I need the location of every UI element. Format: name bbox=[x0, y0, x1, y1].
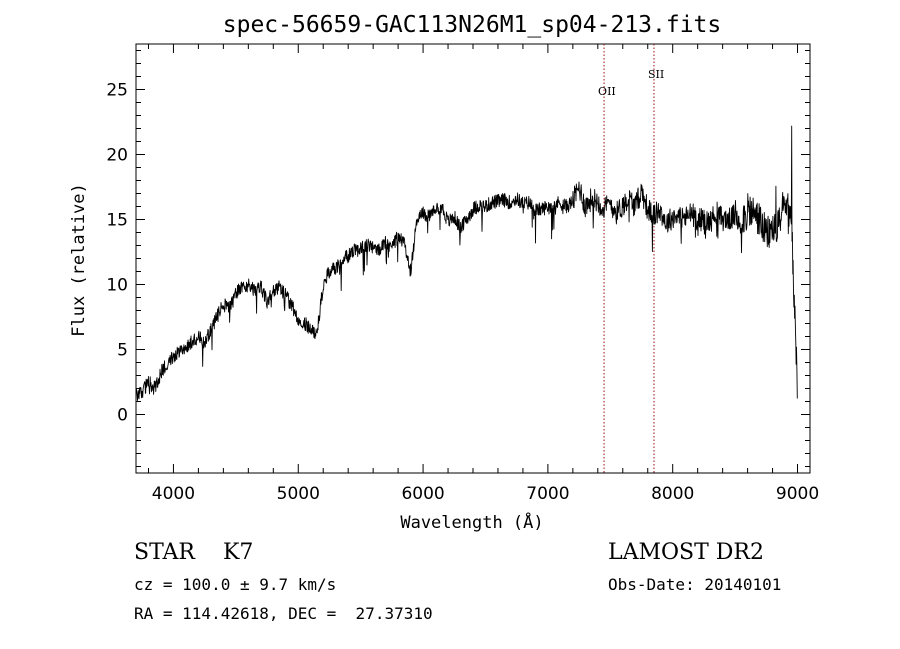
observation-date: Obs-Date: 20140101 bbox=[608, 575, 782, 594]
spectrum-line bbox=[135, 125, 798, 401]
line-label-oii: OII bbox=[598, 85, 616, 98]
x-tick-label: 9000 bbox=[776, 484, 819, 504]
y-tick-label: 20 bbox=[106, 146, 128, 166]
tick-labels: 4000 5000 6000 7000 8000 9000 0 5 10 15 20 25 bbox=[106, 81, 819, 505]
survey-name: LAMOST DR2 bbox=[608, 540, 764, 565]
spectrum-series bbox=[135, 125, 798, 401]
reference-lines: OII SII bbox=[598, 44, 664, 473]
plot-frame bbox=[135, 43, 811, 474]
redshift-velocity: cz = 100.0 ± 9.7 km/s bbox=[134, 575, 337, 594]
object-class: STAR K7 bbox=[134, 540, 254, 565]
x-tick-label: 4000 bbox=[152, 484, 195, 504]
line-label-sii: SII bbox=[648, 68, 664, 81]
y-tick-label: 5 bbox=[117, 341, 128, 361]
y-tick-label: 10 bbox=[106, 276, 128, 296]
axis-ticks bbox=[136, 44, 810, 473]
plot-border bbox=[135, 43, 811, 474]
y-tick-label: 0 bbox=[117, 406, 128, 426]
chart-title: spec-56659-GAC113N26M1_sp04-213.fits bbox=[223, 12, 722, 38]
y-axis-label: Flux (relative) bbox=[69, 183, 89, 337]
x-axis-label: Wavelength (Å) bbox=[400, 511, 543, 533]
x-tick-label: 5000 bbox=[277, 484, 320, 504]
x-tick-label: 6000 bbox=[401, 484, 444, 504]
y-tick-label: 15 bbox=[106, 211, 128, 231]
x-tick-label: 7000 bbox=[526, 484, 569, 504]
y-tick-label: 25 bbox=[106, 81, 128, 101]
coordinates: RA = 114.42618, DEC = 27.37310 bbox=[134, 604, 433, 623]
x-tick-label: 8000 bbox=[651, 484, 694, 504]
